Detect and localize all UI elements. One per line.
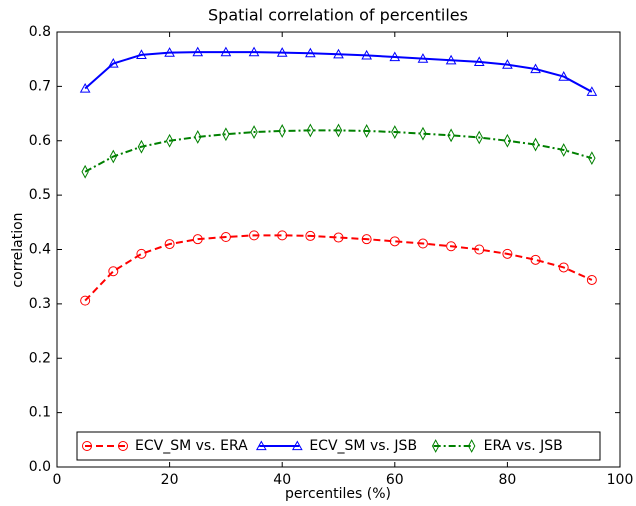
x-tick-label: 100 <box>607 472 634 488</box>
marker <box>249 230 260 241</box>
y-tick-label: 0.6 <box>29 133 51 149</box>
y-tick-label: 0.7 <box>29 78 51 94</box>
marker <box>447 128 455 143</box>
y-tick-label: 0.3 <box>29 296 51 312</box>
marker <box>165 133 174 148</box>
marker <box>333 232 344 243</box>
marker <box>220 231 231 242</box>
legend-label: ECV_SM vs. ERA <box>135 438 248 454</box>
marker <box>473 56 485 67</box>
marker <box>80 295 91 306</box>
marker <box>136 248 147 259</box>
marker <box>446 241 457 252</box>
chart-title: Spatial correlation of percentiles <box>208 6 468 25</box>
y-tick-label: 0.0 <box>29 459 51 475</box>
legend: ECV_SM vs. ERA ECV_SM vs. JSB ERA vs. JSB <box>76 431 601 461</box>
marker <box>306 123 315 138</box>
x-axis-label: percentiles (%) <box>285 486 391 502</box>
y-axis-label: correlation <box>10 212 26 287</box>
marker <box>276 47 288 57</box>
marker <box>391 125 399 139</box>
marker <box>164 47 175 57</box>
marker <box>586 274 597 285</box>
marker <box>559 143 568 157</box>
marker <box>530 63 541 74</box>
y-tick-label: 0.2 <box>29 350 51 366</box>
marker <box>137 139 146 154</box>
series-line <box>84 234 593 302</box>
y-tick-label: 0.5 <box>29 187 51 203</box>
marker <box>474 244 485 255</box>
legend-marker <box>82 441 92 451</box>
y-tick-label: 0.8 <box>29 24 51 40</box>
marker <box>502 59 513 69</box>
legend-marker <box>118 441 128 451</box>
x-tick-label: 0 <box>53 472 62 488</box>
marker <box>503 133 512 148</box>
x-tick-label: 60 <box>386 472 404 488</box>
legend-marker <box>431 439 440 453</box>
marker <box>333 48 344 59</box>
x-tick-label: 20 <box>161 472 179 488</box>
marker <box>417 238 428 249</box>
marker <box>419 126 427 141</box>
series-line <box>84 129 593 173</box>
series-line <box>84 51 593 93</box>
x-tick-label: 80 <box>498 472 516 488</box>
marker <box>305 47 316 58</box>
marker <box>305 230 316 241</box>
marker <box>136 49 147 59</box>
marker <box>586 86 598 96</box>
marker <box>389 51 401 62</box>
marker <box>248 46 260 57</box>
legend-marker <box>255 440 267 451</box>
marker <box>79 83 91 93</box>
marker <box>192 234 203 245</box>
legend-marker <box>467 439 476 453</box>
marker <box>278 124 286 138</box>
marker <box>109 149 118 164</box>
marker <box>277 230 288 241</box>
marker <box>334 123 343 138</box>
legend-label: ERA vs. JSB <box>484 438 563 454</box>
marker <box>81 164 89 179</box>
marker <box>417 53 429 63</box>
marker <box>502 248 513 259</box>
marker <box>558 262 569 273</box>
marker <box>475 130 483 145</box>
marker <box>361 234 372 245</box>
marker <box>107 58 119 68</box>
marker <box>362 124 371 138</box>
marker <box>588 151 596 166</box>
marker <box>220 46 232 57</box>
marker <box>194 130 202 144</box>
marker <box>445 54 457 65</box>
legend-box <box>76 431 601 461</box>
legend-label: ECV_SM vs. JSB <box>309 438 417 454</box>
marker <box>164 239 175 250</box>
marker <box>389 236 400 247</box>
marker <box>531 137 540 152</box>
marker <box>222 127 230 142</box>
marker <box>558 71 570 81</box>
y-tick-label: 0.4 <box>29 242 51 258</box>
legend-marker <box>291 440 303 451</box>
marker <box>530 254 541 265</box>
marker <box>361 49 372 60</box>
marker <box>250 125 258 139</box>
y-tick-label: 0.1 <box>29 405 51 421</box>
x-tick-label: 40 <box>273 472 291 488</box>
marker <box>108 266 119 277</box>
marker <box>192 46 204 57</box>
